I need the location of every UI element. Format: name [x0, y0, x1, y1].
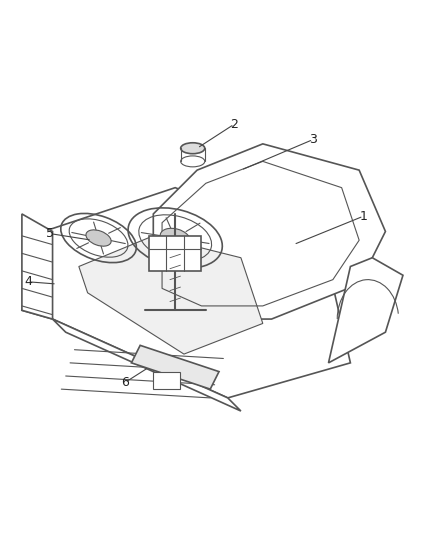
Ellipse shape: [180, 143, 205, 154]
FancyBboxPatch shape: [149, 236, 201, 271]
Polygon shape: [79, 236, 263, 354]
Polygon shape: [22, 214, 53, 319]
Text: 1: 1: [360, 209, 367, 223]
Polygon shape: [53, 319, 241, 411]
Polygon shape: [131, 345, 219, 389]
Text: 5: 5: [46, 227, 54, 240]
Text: 4: 4: [25, 276, 32, 288]
Text: 2: 2: [230, 118, 238, 131]
Ellipse shape: [86, 230, 111, 246]
FancyBboxPatch shape: [153, 372, 180, 389]
Text: 3: 3: [309, 133, 317, 146]
Polygon shape: [22, 188, 350, 398]
Polygon shape: [153, 144, 385, 319]
Text: 6: 6: [121, 376, 129, 389]
Ellipse shape: [160, 228, 190, 248]
Polygon shape: [328, 258, 403, 363]
